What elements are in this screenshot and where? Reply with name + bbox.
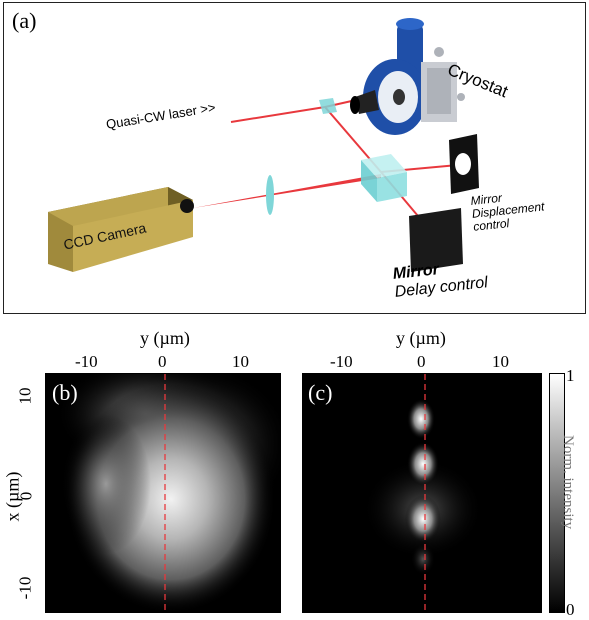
tick-x-10: 10: [15, 387, 35, 405]
mirror-delay: [409, 208, 463, 272]
colorbar: [549, 373, 565, 613]
ccd-camera: [48, 187, 194, 272]
lens: [266, 175, 274, 215]
tick-x-neg10: -10: [15, 576, 35, 600]
panel-a-label: (a): [12, 8, 37, 33]
tick-c-neg10: -10: [330, 352, 353, 371]
setup-schematic: [48, 18, 479, 272]
mirror-displacement: [449, 134, 479, 194]
mirror-displacement-label: Mirror Displacement control: [469, 190, 546, 234]
tick-b-0: 0: [158, 352, 167, 371]
tick-b-10: 10: [232, 352, 249, 371]
tick-c-10: 10: [492, 352, 509, 371]
y-axis-title-b: y (µm): [140, 328, 190, 348]
beam-splitter-cube: [361, 154, 407, 202]
panel-b-label: (b): [52, 380, 78, 405]
tick-b-neg10: -10: [75, 352, 98, 371]
cryostat: [350, 18, 465, 135]
beam-splitter-small: [319, 98, 337, 114]
intensity-map-b: [45, 373, 281, 613]
intensity-map-c: [302, 373, 542, 613]
colorbar-max: 1: [566, 366, 575, 385]
y-axis-title-c: y (µm): [396, 328, 446, 348]
panel-a-frame: [3, 2, 586, 314]
tick-c-0: 0: [417, 352, 426, 371]
colorbar-min: 0: [566, 600, 575, 619]
panel-c-label: (c): [308, 380, 333, 405]
tick-x-0: 0: [16, 491, 36, 501]
colorbar-title: Norm. intensity: [560, 435, 576, 530]
